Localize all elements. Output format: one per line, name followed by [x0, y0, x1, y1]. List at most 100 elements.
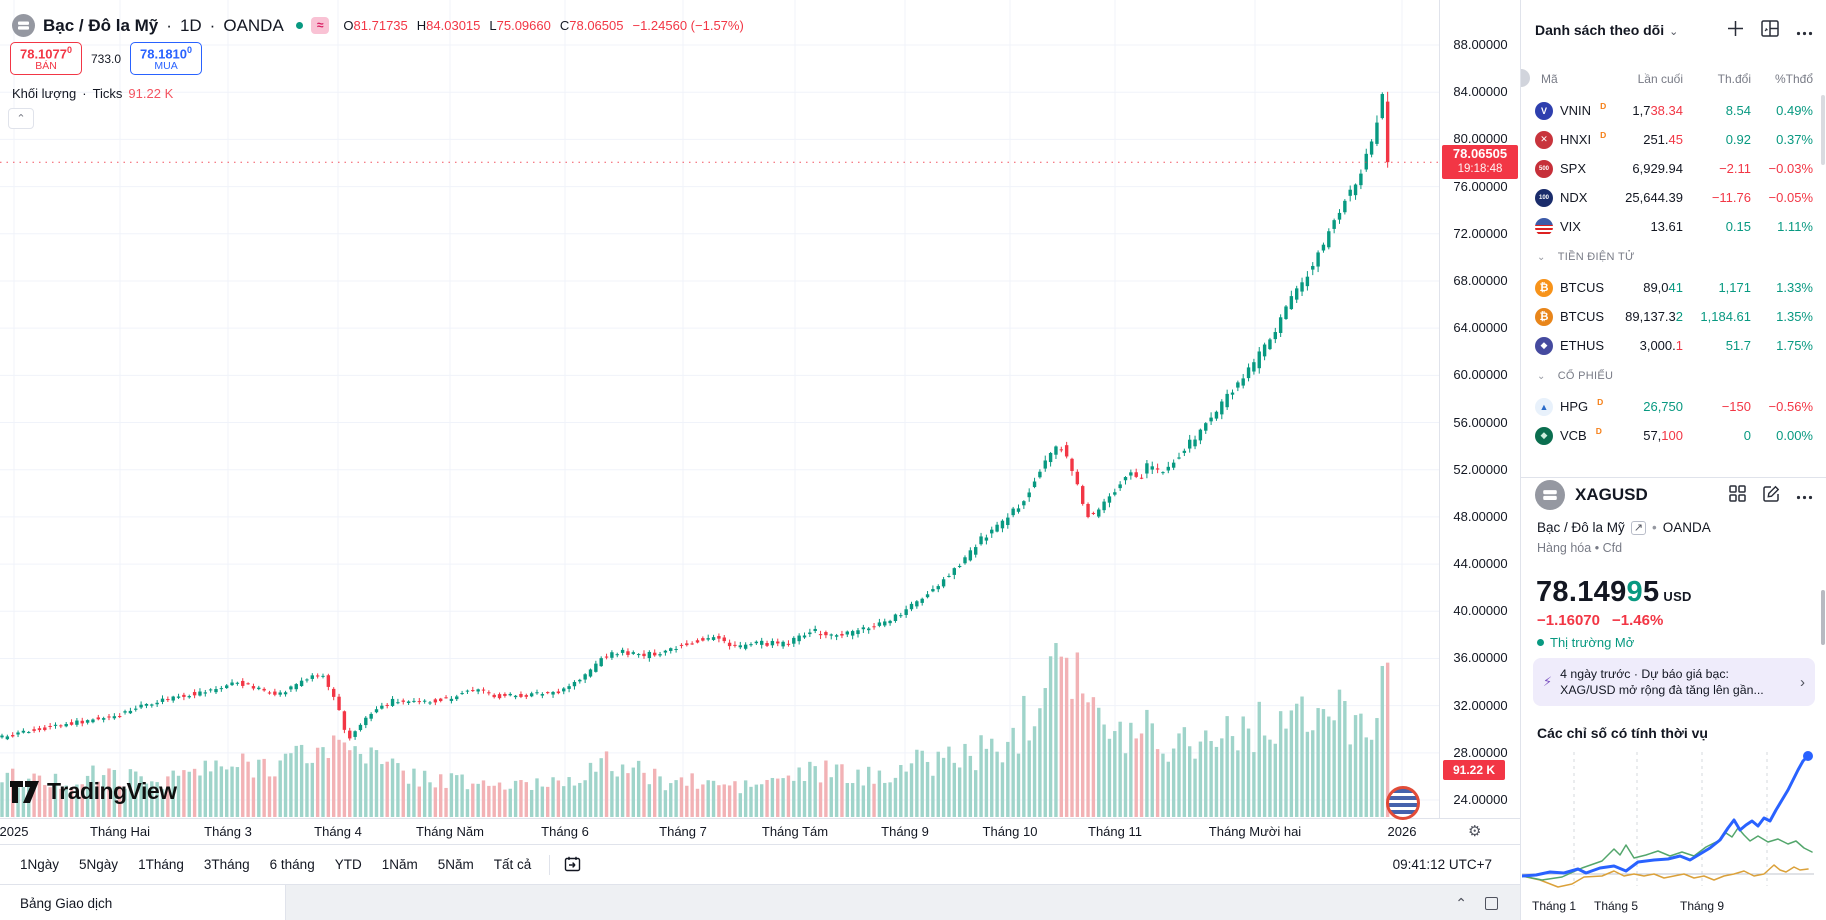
change-value: −1.24560 (−1.57%) — [632, 18, 744, 33]
interval-label[interactable]: 1D — [179, 15, 202, 35]
symbol-name: ETHUS — [1560, 338, 1605, 353]
watchlist-column-headers[interactable]: Mã Lần cuối Th.đổi %Thđổ — [1521, 69, 1813, 87]
external-link-icon[interactable]: ↗ — [1630, 520, 1646, 535]
change-percent: 1.75% — [1776, 338, 1813, 353]
clock-utc[interactable]: 09:41:12 UTC+7 — [1392, 857, 1492, 872]
watchlist-section-header[interactable]: ⌄ TIỀN ĐIỆN TỬ — [1521, 241, 1813, 273]
symbol-legend[interactable]: Bạc / Đô la Mỹ · 1D · OANDA ≈ O81.71735 … — [12, 14, 744, 37]
price-tick-label: 68.00000 — [1453, 272, 1508, 288]
plot-area[interactable] — [0, 0, 1440, 818]
panel-divider — [1521, 477, 1826, 478]
exchange-name[interactable]: OANDA — [1662, 520, 1711, 535]
range-toolbar: 1Ngày 5Ngày 1Tháng 3Tháng 6 tháng YTD 1Năm 5Năm… — [0, 844, 1520, 884]
currency-label: USD — [1663, 589, 1692, 604]
tradingview-logo[interactable]: TradingView — [10, 778, 177, 805]
watchlist-row-vcb[interactable]: ◆ VCB D 57,100 0 0.00% — [1521, 421, 1813, 450]
change-value: 0 — [1743, 428, 1751, 443]
change-percent: −0.56% — [1768, 399, 1813, 414]
watchlist-row-ndx[interactable]: 100 NDX 25,644.39 −11.76 −0.05% — [1521, 183, 1813, 212]
change-value: −150 — [1721, 399, 1751, 414]
range-button-6-tháng[interactable]: 6 tháng — [269, 857, 315, 872]
symbol-name: BTCUS — [1560, 309, 1605, 324]
symbol-full-name[interactable]: Bạc / Đô la Mỹ — [1537, 520, 1625, 535]
watchlist-grid-view-button[interactable] — [1761, 20, 1779, 40]
seasonal-section-title: Các chỉ số có tính thời vụ — [1537, 725, 1708, 741]
watchlist-header: Danh sách theo dõi ⌄ — [1535, 20, 1813, 40]
watchlist-rows: V VNIN D 1,738.34 8.54 0.49% ✕ HNXI D 251.45 0.92 0… — [1521, 96, 1813, 450]
mini-chart-x-label: Tháng 9 — [1680, 899, 1725, 913]
watchlist-row-hnxi[interactable]: ✕ HNXI D 251.45 0.92 0.37% — [1521, 125, 1813, 154]
time-tick-label: 2025 — [0, 824, 29, 839]
axis-settings-gear-icon[interactable]: ⚙ — [1468, 823, 1482, 840]
price-tick-digit: 9 — [1626, 576, 1643, 608]
mini-chart-x-label: Tháng 1 — [1532, 899, 1577, 913]
panel-maximize-icon[interactable] — [1485, 896, 1498, 910]
news-headline-pill[interactable]: ⚡ 4 ngày trước · Dự báo giá bạc: XAG/USD… — [1533, 658, 1815, 706]
approx-data-icon[interactable]: ≈ — [310, 17, 330, 34]
sell-button[interactable]: 78.10770 BÁN — [10, 42, 82, 75]
price-tick-label: 64.00000 — [1453, 320, 1508, 336]
seasonal-mini-chart[interactable] — [1522, 748, 1814, 896]
buy-button[interactable]: 78.18100 MUA — [130, 42, 203, 75]
range-button-1năm[interactable]: 1Năm — [381, 857, 418, 872]
time-tick-label: Tháng 3 — [204, 824, 252, 839]
sell-label: BÁN — [35, 60, 57, 73]
news-title-line2: XAG/USD mở rộng đà tăng lên gần... — [1560, 683, 1764, 697]
change-percent: 1.33% — [1776, 280, 1813, 295]
volume-value: 91.22 K — [128, 86, 174, 101]
watchlist-row-ethus[interactable]: ◆ ETHUS 3,000.1 51.7 1.75% — [1521, 331, 1813, 360]
change-value: 8.54 — [1725, 103, 1751, 118]
oanda-logo — [1386, 786, 1420, 820]
time-tick-label: 2026 — [1387, 824, 1417, 839]
scrollbar-thumb[interactable] — [1821, 95, 1825, 165]
change-value: 51.7 — [1725, 338, 1751, 353]
bottom-panel-bar: Bảng Giao dịch ⌃ — [0, 884, 1520, 920]
exchange-label[interactable]: OANDA — [223, 15, 284, 35]
panel-expand-chevron-icon[interactable]: ⌃ — [1455, 894, 1467, 911]
range-button-ytd[interactable]: YTD — [334, 857, 362, 872]
time-tick-label: Tháng 9 — [881, 824, 929, 839]
symbol-name: VIX — [1560, 219, 1581, 234]
volume-legend[interactable]: Khối lượng · Ticks 91.22 K — [12, 86, 174, 101]
price-axis[interactable]: 88.00000 84.00000 80.00000 76.00000 72.00000… — [1441, 0, 1520, 818]
candlestick-chart[interactable] — [0, 0, 1440, 818]
time-tick-label: Tháng Tám — [761, 824, 829, 839]
range-button-1tháng[interactable]: 1Tháng — [138, 857, 184, 872]
collapse-legend-button[interactable]: ⌃ — [8, 108, 34, 129]
last-price: 6,929.94 — [1632, 161, 1683, 176]
range-button-5năm[interactable]: 5Năm — [437, 857, 474, 872]
watchlist-row-hpg[interactable]: ▲ HPG D 26,750 −150 −0.56% — [1521, 392, 1813, 421]
scrollbar-thumb[interactable] — [1821, 590, 1825, 645]
calendar-icon — [565, 856, 581, 872]
watchlist-title-dropdown[interactable]: Danh sách theo dõi ⌄ — [1535, 22, 1679, 38]
symbol-title[interactable]: Bạc / Đô la Mỹ — [43, 15, 159, 35]
watchlist-row-vnin[interactable]: V VNIN D 1,738.34 8.54 0.49% — [1521, 96, 1813, 125]
trading-panel-tab[interactable]: Bảng Giao dịch — [0, 885, 286, 920]
range-button-tất-cả[interactable]: Tất cả — [493, 857, 532, 872]
range-button-3tháng[interactable]: 3Tháng — [203, 857, 250, 872]
time-axis[interactable]: 2025 Tháng Hai Tháng 3 Tháng 4 Tháng Năm Thán… — [0, 818, 1520, 844]
go-to-date-button[interactable] — [558, 856, 589, 873]
symbol-more-menu-icon[interactable] — [1796, 488, 1813, 503]
watchlist-row-btcus[interactable]: ₿ BTCUS 89,137.32 1,184.61 1.35% — [1521, 302, 1813, 331]
watchlist-section-header[interactable]: ⌄ CỔ PHIẾU — [1521, 360, 1813, 392]
watchlist-row-vix[interactable]: VIX 13.61 0.15 1.11% — [1521, 212, 1813, 241]
time-tick-label: Tháng 10 — [982, 824, 1038, 839]
symbol-name: HPG — [1560, 399, 1589, 414]
ticker-symbol[interactable]: XAGUSD — [1575, 485, 1648, 504]
watchlist-more-menu-button[interactable] — [1796, 22, 1813, 39]
watchlist-row-btcus[interactable]: ₿ BTCUS 89,041 1,171 1.33% — [1521, 273, 1813, 302]
ndx-logo-icon: 100 — [1535, 188, 1553, 207]
toolbar-divider — [549, 854, 551, 875]
last-price: 89,137.32 — [1625, 309, 1683, 324]
market-open-dot — [295, 22, 303, 29]
vnin-logo-icon: V — [1535, 101, 1553, 120]
symbol-full-name-row: Bạc / Đô la Mỹ ↗ • OANDA — [1537, 520, 1711, 535]
price-tick-label: 24.00000 — [1453, 792, 1508, 807]
watchlist-row-spx[interactable]: 500 SPX 6,929.94 −2.11 −0.03% — [1521, 154, 1813, 183]
add-symbol-button[interactable] — [1727, 20, 1744, 40]
range-button-5ngày[interactable]: 5Ngày — [79, 857, 119, 872]
compose-note-icon[interactable] — [1762, 485, 1780, 506]
layout-grid-icon[interactable] — [1729, 485, 1746, 505]
range-button-1ngày[interactable]: 1Ngày — [20, 857, 60, 872]
